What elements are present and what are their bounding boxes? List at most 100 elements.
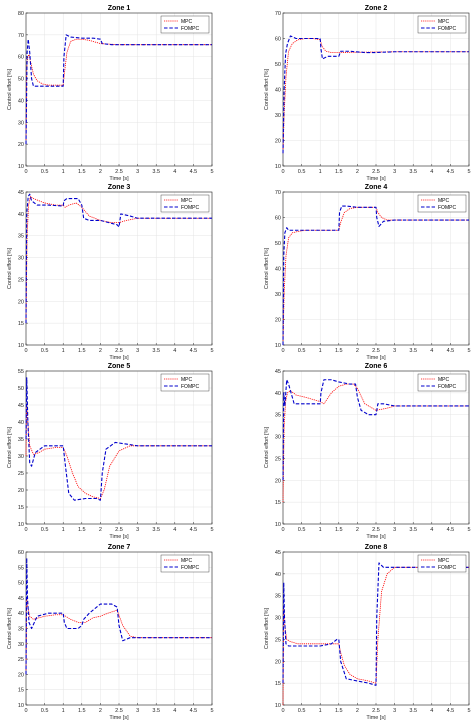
y-tick-label: 60 [275, 37, 281, 43]
x-tick-label: 4.5 [447, 527, 455, 533]
x-tick-label: 5 [467, 708, 470, 714]
y-tick-label: 40 [275, 572, 281, 578]
y-tick-label: 10 [275, 343, 281, 349]
y-tick-label: 35 [18, 437, 24, 443]
y-tick-label: 10 [275, 164, 281, 170]
y-tick-label: 25 [275, 456, 281, 462]
y-tick-label: 10 [18, 343, 24, 349]
y-tick-label: 40 [275, 88, 281, 94]
legend-label-fompc: FOMPC [181, 205, 199, 211]
x-tick-label: 3 [136, 169, 139, 175]
y-tick-label: 35 [275, 413, 281, 419]
chart-panel-7: 0 0.5 1 1.5 2 2.5 3 3.5 4 4.5 5 10 15 20 25 30 35 40 45 50 5… [7, 544, 214, 721]
x-tick-label: 3 [136, 527, 139, 533]
x-tick-label: 0 [24, 708, 27, 714]
y-tick-label: 20 [275, 318, 281, 324]
x-axis-label: Time [s] [109, 355, 129, 361]
y-tick-label: 60 [18, 55, 24, 61]
x-tick-label: 0 [281, 169, 284, 175]
y-tick-label: 60 [18, 550, 24, 556]
y-tick-label: 15 [18, 505, 24, 511]
x-tick-label: 5 [210, 169, 213, 175]
legend-label-mpc: MPC [438, 558, 450, 564]
y-tick-label: 40 [18, 611, 24, 617]
series-line-fompc [282, 379, 469, 481]
x-tick-label: 4 [173, 708, 176, 714]
x-tick-label: 4 [173, 527, 176, 533]
chart-title: Zone 2 [365, 5, 388, 12]
y-tick-label: 25 [18, 471, 24, 477]
x-tick-label: 4.5 [190, 169, 198, 175]
x-axis-label: Time [s] [366, 355, 386, 361]
y-tick-label: 20 [275, 478, 281, 484]
x-tick-label: 4 [173, 348, 176, 354]
x-tick-label: 2 [99, 708, 102, 714]
legend-box [417, 373, 467, 392]
x-tick-label: 2.5 [372, 708, 380, 714]
legend-box [160, 373, 210, 392]
x-tick-label: 1.5 [78, 348, 86, 354]
x-tick-label: 2 [356, 348, 359, 354]
legend-box [160, 194, 210, 213]
x-tick-label: 1.5 [335, 348, 343, 354]
chart-title: Zone 8 [365, 544, 388, 551]
y-tick-label: 40 [275, 391, 281, 397]
x-tick-label: 0.5 [298, 169, 306, 175]
x-tick-label: 2 [356, 169, 359, 175]
x-tick-label: 4.5 [190, 708, 198, 714]
x-axis-label: Time [s] [109, 534, 129, 540]
x-tick-label: 1.5 [335, 169, 343, 175]
y-tick-label: 25 [18, 277, 24, 283]
y-axis-label: Control effort [%] [7, 426, 13, 468]
y-tick-label: 50 [18, 581, 24, 587]
series-line-fompc [25, 193, 212, 324]
x-tick-label: 3.5 [152, 348, 160, 354]
legend-label-mpc: MPC [181, 198, 193, 204]
y-tick-label: 55 [18, 565, 24, 571]
y-tick-label: 45 [18, 403, 24, 409]
x-tick-label: 2.5 [115, 708, 123, 714]
y-tick-label: 10 [18, 522, 24, 528]
series-line-mpc [25, 195, 212, 324]
chart-panel-4: 0 0.5 1 1.5 2 2.5 3 3.5 4 4.5 5 10 20 30 40 50 60 70 Zone … [264, 184, 471, 361]
x-tick-label: 2.5 [372, 348, 380, 354]
y-tick-label: 30 [275, 113, 281, 119]
x-tick-label: 3.5 [409, 169, 417, 175]
legend-label-mpc: MPC [181, 377, 193, 383]
y-tick-label: 15 [275, 500, 281, 506]
y-tick-label: 50 [275, 62, 281, 68]
chart-panel-5: 0 0.5 1 1.5 2 2.5 3 3.5 4 4.5 5 10 15 20 25 30 35 40 45 50 5… [7, 363, 214, 540]
x-tick-label: 5 [467, 527, 470, 533]
x-tick-label: 2.5 [115, 348, 123, 354]
y-tick-label: 10 [275, 703, 281, 709]
y-tick-label: 40 [18, 212, 24, 218]
y-tick-label: 40 [18, 98, 24, 104]
chart-panel-3: 0 0.5 1 1.5 2 2.5 3 3.5 4 4.5 5 10 15 20 25 30 35 40 45 Zon… [7, 184, 214, 361]
y-tick-label: 15 [18, 321, 24, 327]
legend-box [160, 554, 210, 573]
x-tick-label: 2.5 [372, 527, 380, 533]
x-tick-label: 4 [430, 169, 433, 175]
legend-label-fompc: FOMPC [181, 565, 199, 571]
chart-panel-6: 0 0.5 1 1.5 2 2.5 3 3.5 4 4.5 5 10 15 20 25 30 35 40 45 Zon… [264, 363, 471, 540]
y-tick-label: 30 [275, 616, 281, 622]
y-tick-label: 20 [18, 299, 24, 305]
chart-panel-2: 0 0.5 1 1.5 2 2.5 3 3.5 4 4.5 5 10 20 30 40 50 60 70 Zone … [264, 5, 471, 182]
x-tick-label: 1.5 [335, 527, 343, 533]
y-tick-label: 25 [18, 657, 24, 663]
legend-label-fompc: FOMPC [438, 565, 456, 571]
x-tick-label: 0 [281, 527, 284, 533]
x-tick-label: 1 [62, 169, 65, 175]
x-tick-label: 2.5 [372, 169, 380, 175]
y-axis-label: Control effort [%] [264, 68, 270, 110]
x-tick-label: 4.5 [190, 348, 198, 354]
y-tick-label: 20 [275, 659, 281, 665]
x-tick-label: 0 [24, 169, 27, 175]
y-axis-label: Control effort [%] [264, 247, 270, 289]
